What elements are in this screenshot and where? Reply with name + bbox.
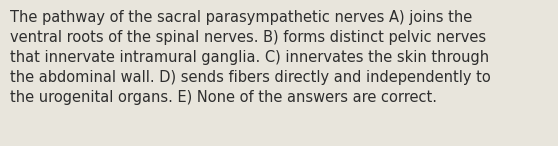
Text: The pathway of the sacral parasympathetic nerves A) joins the
ventral roots of t: The pathway of the sacral parasympatheti…: [10, 10, 491, 105]
